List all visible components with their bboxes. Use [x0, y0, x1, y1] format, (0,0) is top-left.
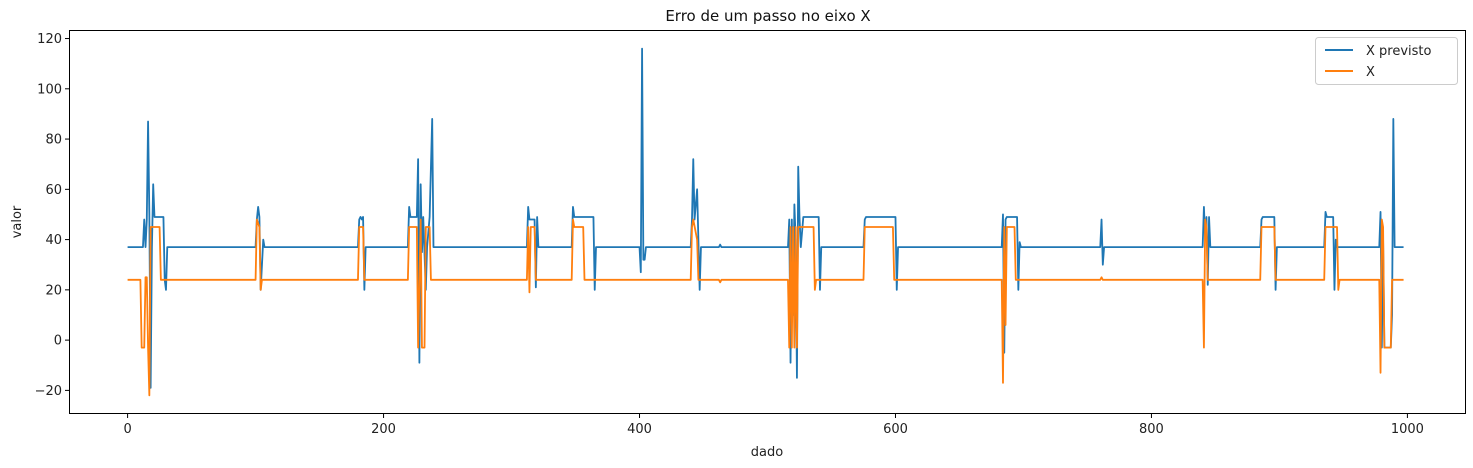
x-tick-label: 800: [1139, 422, 1164, 437]
x-axis: 0 200 400 600 800 1000: [123, 413, 1424, 437]
y-tick-label: 120: [37, 32, 62, 47]
series-lines: [128, 49, 1404, 396]
y-axis: −20 0 20 40 60 80 100 120: [35, 32, 70, 399]
y-tick-label: 0: [54, 334, 62, 349]
legend: X previsto X: [1316, 38, 1458, 85]
x-tick-label: 400: [627, 422, 652, 437]
y-tick-label: 80: [45, 133, 62, 148]
y-axis-label: valor: [10, 205, 25, 238]
x-tick-label: 1000: [1391, 422, 1424, 437]
series-line-x-previsto: [128, 49, 1404, 388]
x-axis-label: dado: [751, 445, 783, 460]
y-tick-label: 40: [45, 233, 62, 248]
y-tick-label: −20: [35, 384, 62, 399]
legend-label-x: X: [1366, 65, 1375, 80]
y-tick-label: 20: [45, 283, 62, 298]
y-tick-label: 60: [45, 183, 62, 198]
x-tick-label: 200: [371, 422, 396, 437]
y-tick-label: 100: [37, 82, 62, 97]
legend-label-x-previsto: X previsto: [1366, 44, 1432, 59]
chart-title: Erro de um passo no eixo X: [665, 7, 870, 25]
x-tick-label: 600: [883, 422, 908, 437]
series-line-x: [128, 219, 1404, 395]
x-tick-label: 0: [123, 422, 131, 437]
plot-frame: [70, 31, 1466, 414]
